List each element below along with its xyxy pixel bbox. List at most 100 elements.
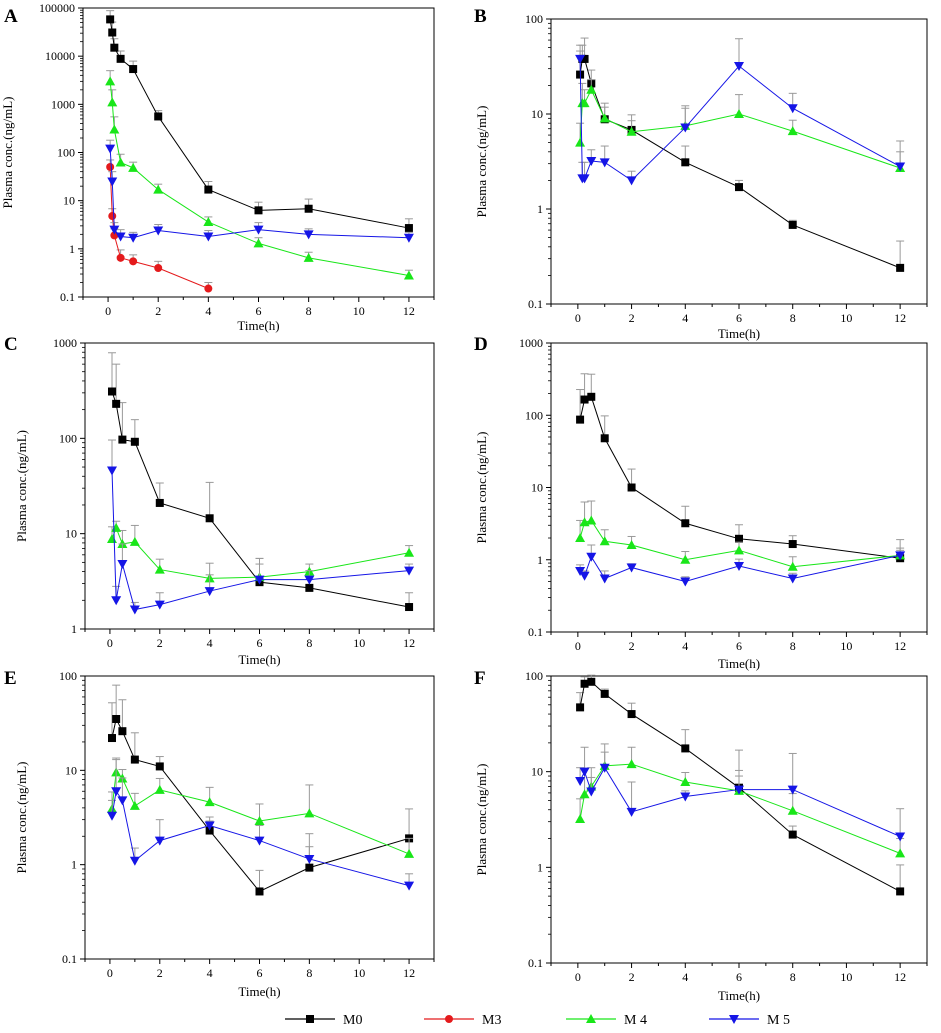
- panel-f-x-tick-label: 12: [894, 970, 906, 984]
- panel-b-m4-point: [575, 137, 586, 147]
- panel-f-m5-point: [787, 785, 798, 795]
- panel-f-m5-point: [626, 807, 637, 817]
- panel-b-m5-point: [787, 104, 798, 114]
- panel-d-m4-point: [734, 545, 744, 555]
- panel-a-series-m4: [105, 70, 414, 280]
- panel-c-y-axis-title: Plasma conc.(ng/mL): [14, 430, 29, 542]
- panel-b-y-tick-label: 0.1: [528, 297, 543, 311]
- panel-e-m4-point: [154, 784, 165, 794]
- panel-a-m3-point: [116, 253, 125, 262]
- panel-e-series-m0: [107, 684, 414, 896]
- panel-c-y-tick-label: 10: [65, 527, 77, 541]
- panel-c-m5-point: [129, 605, 140, 615]
- panel-d-m4-point: [599, 536, 610, 546]
- panel-d-x-tick-label: 4: [682, 639, 688, 653]
- panel-b-x-tick-label: 10: [840, 311, 852, 325]
- panel-d-x-tick-label: 6: [736, 639, 742, 653]
- panel-d-m5-point: [579, 571, 590, 581]
- panel-d-m5-point: [599, 574, 610, 584]
- panel-b-m0-point: [681, 158, 690, 167]
- panel-f: F 0 2 4 6 8 10 12 0.1 1 10 100 Time(h) Plasma conc.(n…: [474, 668, 928, 1003]
- panel-e-x-tick-label: 12: [403, 966, 415, 980]
- panel-b: B 0 2 4 6 8 10 12 0.1 1 10 100 Time(h) Plasma conc.(n…: [474, 6, 928, 341]
- panel-f-x-tick-label: 0: [575, 970, 581, 984]
- panel-d-m5-point: [586, 552, 597, 562]
- panel-b-m5-point: [734, 62, 744, 72]
- panel-a-m4-point: [107, 97, 118, 107]
- panel-e-m0-point: [155, 762, 164, 771]
- panel-c-x-tick-label: 2: [157, 636, 163, 650]
- panel-e-m4-point: [404, 848, 415, 858]
- panel-a-m0-point: [204, 185, 213, 194]
- panel-f-m0-point: [896, 887, 905, 896]
- panel-a-letter: A: [4, 6, 18, 27]
- panel-c-x-tick-label: 10: [353, 636, 365, 650]
- panel-e-x-tick-label: 8: [306, 966, 312, 980]
- panel-f-x-tick-label: 6: [736, 970, 742, 984]
- panel-d-m0-line: [579, 396, 901, 559]
- panel-c-y-tick-label: 100: [59, 431, 77, 445]
- legend-marker-m4: [586, 1014, 596, 1023]
- panel-a-m4-point: [115, 157, 126, 167]
- panel-d-y-tick-label: 0.1: [528, 625, 543, 639]
- panel-c-y-tick-label: 1: [71, 622, 77, 636]
- panel-b-series-m0: [576, 37, 905, 272]
- panel-e-m0-point: [205, 826, 214, 835]
- panel-a-y-tick-label: 1: [69, 242, 75, 256]
- panel-a-y-axis-title: Plasma conc.(ng/mL): [0, 97, 15, 209]
- panel-e-x-tick-label: 2: [157, 966, 163, 980]
- panel-c-m5-point: [304, 575, 315, 585]
- panel-c-series-m0: [107, 352, 414, 612]
- panel-c-m4-point: [111, 522, 122, 532]
- panel-d-x-tick-label: 10: [840, 639, 852, 653]
- panel-a-m3-point: [129, 257, 138, 266]
- panel-f-x-tick-label: 2: [629, 970, 635, 984]
- panel-b-letter: B: [474, 6, 487, 27]
- panel-a-y-tick-label: 10: [63, 194, 75, 208]
- panel-a-m4-point: [303, 252, 314, 262]
- panel-b-series-m4: [575, 79, 906, 173]
- panel-a-m4-point: [128, 162, 139, 172]
- panel-a-y-tick-label: 100000: [39, 1, 75, 15]
- panel-a-y-tick-label: 10000: [45, 49, 75, 63]
- panel-a-x-tick-label: 0: [105, 304, 111, 318]
- panel-f-x-axis-title: Time(h): [718, 988, 760, 1003]
- panel-b-m5-point: [575, 54, 586, 64]
- panel-c-m4-point: [129, 536, 140, 546]
- panel-f-m0-point: [600, 689, 609, 698]
- panel-a-y-tick-label: 1000: [51, 97, 75, 111]
- panel-e: E 0 2 4 6 8 10 12 0.1 1 10 100 Time(h) Plasma conc.(n…: [4, 668, 435, 999]
- panel-f-x-tick-label: 4: [682, 970, 688, 984]
- panel-d-plot-frame: [550, 342, 928, 633]
- panel-c-m5-point: [106, 466, 117, 476]
- legend-label-m0: M0: [343, 1013, 362, 1028]
- panel-e-m5-point: [404, 881, 415, 891]
- panel-b-m4-point: [579, 98, 590, 108]
- panel-e-m0-point: [305, 863, 314, 872]
- panel-a-m0-point: [116, 54, 125, 63]
- panel-d-x-tick-label: 2: [629, 639, 635, 653]
- panel-c-series-m5: [106, 439, 415, 615]
- panel-b-x-tick-label: 6: [736, 311, 742, 325]
- panel-f-m4-point: [895, 848, 906, 858]
- legend-label-m3: M3: [482, 1013, 501, 1028]
- panel-d-m4-point: [586, 515, 597, 525]
- panel-d: D 0 2 4 6 8 10 12 0.1 1 10 100 1000 Time(h) Plasma con…: [474, 334, 928, 671]
- legend-marker-m0: [306, 1015, 314, 1023]
- panel-e-y-tick-label: 0.1: [62, 952, 77, 966]
- panel-c-y-tick-label: 1000: [53, 336, 77, 350]
- panel-a-m5-line: [109, 148, 409, 239]
- panel-a-m0-point: [108, 28, 117, 37]
- panel-e-m0-line: [111, 717, 410, 893]
- panel-d-x-tick-label: 12: [894, 639, 906, 653]
- panel-b-m5-point: [586, 157, 597, 167]
- panel-b-m4-point: [734, 109, 744, 118]
- panel-f-y-axis-title: Plasma conc.(ng/mL): [474, 764, 489, 876]
- panel-e-m5-point: [129, 856, 140, 866]
- panel-f-m5-point: [895, 832, 906, 842]
- panel-e-y-tick-label: 1: [71, 858, 77, 872]
- panel-f-m0-point: [587, 677, 596, 686]
- panel-f-x-tick-label: 8: [790, 970, 796, 984]
- panel-f-m4-point: [787, 805, 798, 815]
- panel-f-m5-point: [680, 792, 691, 802]
